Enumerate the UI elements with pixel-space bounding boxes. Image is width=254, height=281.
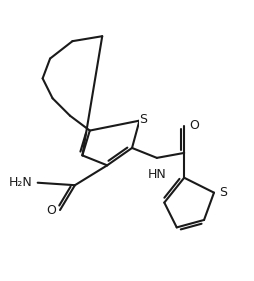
Text: S: S xyxy=(139,113,147,126)
Text: O: O xyxy=(46,203,56,217)
Text: HN: HN xyxy=(148,168,166,181)
Text: O: O xyxy=(189,119,199,132)
Text: H₂N: H₂N xyxy=(9,176,33,189)
Text: S: S xyxy=(219,186,227,199)
